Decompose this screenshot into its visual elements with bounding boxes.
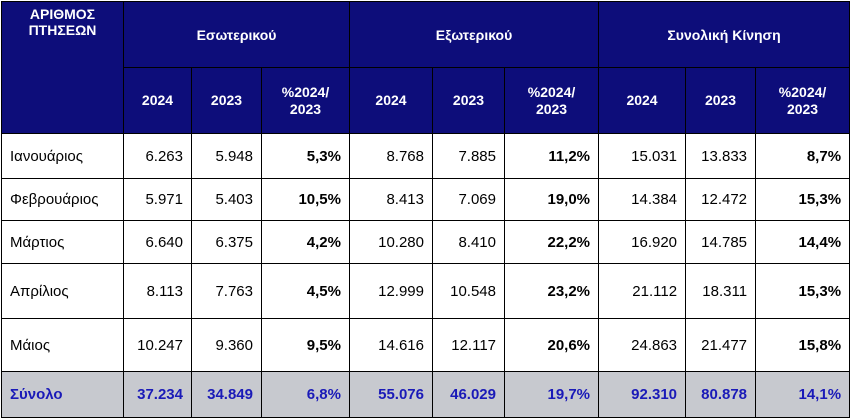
month-cell: Φεβρουάριος xyxy=(1,178,124,221)
sub-header-2024: 2024 xyxy=(123,67,192,134)
total-cell: 34.849 xyxy=(191,371,262,418)
sub-header-2024: 2024 xyxy=(598,67,687,134)
percent-cell: 10,5% xyxy=(261,178,350,221)
group-header-total: Συνολική Κίνηση xyxy=(598,1,850,68)
value-cell: 7.069 xyxy=(432,178,505,221)
sub-header-2023: 2023 xyxy=(432,67,505,134)
value-cell: 6.640 xyxy=(123,220,192,264)
table-row: Απρίλιος 8.113 7.763 4,5% 12.999 10.548 … xyxy=(1,263,850,319)
value-cell: 5.403 xyxy=(191,178,262,221)
value-cell: 8.768 xyxy=(349,133,433,179)
header-row-groups: ΑΡΙΘΜΟΣ ΠΤΗΣΕΩΝ Εσωτερικού Εξωτερικού Συ… xyxy=(1,1,850,134)
value-cell: 14.616 xyxy=(349,318,433,372)
total-percent-cell: 14,1% xyxy=(755,371,850,418)
percent-cell: 15,3% xyxy=(755,263,850,319)
total-cell: 55.076 xyxy=(349,371,433,418)
value-cell: 13.833 xyxy=(685,133,757,179)
total-cell: 37.234 xyxy=(123,371,192,418)
month-cell: Μάρτιος xyxy=(1,220,124,264)
total-cell: 46.029 xyxy=(432,371,505,418)
value-cell: 16.920 xyxy=(598,220,687,264)
value-cell: 15.031 xyxy=(598,133,687,179)
value-cell: 5.971 xyxy=(123,178,192,221)
value-cell: 10.247 xyxy=(123,318,192,372)
percent-cell: 11,2% xyxy=(503,133,600,179)
value-cell: 8.413 xyxy=(349,178,433,221)
value-cell: 10.548 xyxy=(432,263,505,319)
group-header-domestic: Εσωτερικού xyxy=(123,1,350,68)
sub-header-change: %2024/ 2023 xyxy=(503,67,600,134)
value-cell: 18.311 xyxy=(685,263,757,319)
value-cell: 6.375 xyxy=(191,220,262,264)
percent-cell: 23,2% xyxy=(503,263,600,319)
sub-header-change: %2024/ 2023 xyxy=(755,67,850,134)
sub-header-2023: 2023 xyxy=(685,67,757,134)
header-row-sub: 2024 2023 %2024/ 2023 2024 2023 %2024/ 2… xyxy=(2,67,850,134)
group-header-international: Εξωτερικού xyxy=(348,1,600,68)
value-cell: 8.113 xyxy=(123,263,192,319)
percent-cell: 15,8% xyxy=(755,318,850,372)
percent-cell: 14,4% xyxy=(755,220,850,264)
value-cell: 5.948 xyxy=(191,133,262,179)
table-row: Μάρτιος 6.640 6.375 4,2% 10.280 8.410 22… xyxy=(1,220,850,264)
percent-cell: 22,2% xyxy=(503,220,600,264)
total-row: Σύνολο 37.234 34.849 6,8% 55.076 46.029 … xyxy=(1,371,850,418)
value-cell: 24.863 xyxy=(598,318,687,372)
total-cell: 92.310 xyxy=(598,371,687,418)
table-row: Ιανουάριος 6.263 5.948 5,3% 8.768 7.885 … xyxy=(1,133,850,179)
percent-cell: 5,3% xyxy=(261,133,350,179)
corner-header: ΑΡΙΘΜΟΣ ΠΤΗΣΕΩΝ xyxy=(1,1,124,134)
month-cell: Απρίλιος xyxy=(1,263,124,319)
value-cell: 12.472 xyxy=(685,178,757,221)
value-cell: 9.360 xyxy=(191,318,262,372)
value-cell: 10.280 xyxy=(349,220,433,264)
total-percent-cell: 6,8% xyxy=(261,371,350,418)
month-cell: Ιανουάριος xyxy=(1,133,124,179)
value-cell: 7.763 xyxy=(191,263,262,319)
percent-cell: 4,2% xyxy=(261,220,350,264)
value-cell: 6.263 xyxy=(123,133,192,179)
sub-header-2024: 2024 xyxy=(349,67,433,134)
table-row: Φεβρουάριος 5.971 5.403 10,5% 8.413 7.06… xyxy=(1,178,850,221)
value-cell: 21.477 xyxy=(685,318,757,372)
percent-cell: 19,0% xyxy=(503,178,600,221)
percent-cell: 4,5% xyxy=(261,263,350,319)
table-row: Μάιος 10.247 9.360 9,5% 14.616 12.117 20… xyxy=(1,318,850,372)
total-cell: 80.878 xyxy=(685,371,757,418)
sub-header-2023: 2023 xyxy=(191,67,262,134)
percent-cell: 20,6% xyxy=(503,318,600,372)
value-cell: 21.112 xyxy=(598,263,687,319)
percent-cell: 15,3% xyxy=(755,178,850,221)
value-cell: 12.117 xyxy=(432,318,505,372)
percent-cell: 9,5% xyxy=(261,318,350,372)
sub-header-change: %2024/ 2023 xyxy=(261,67,350,134)
total-percent-cell: 19,7% xyxy=(503,371,600,418)
month-cell: Μάιος xyxy=(1,318,124,372)
value-cell: 12.999 xyxy=(349,263,433,319)
total-label: Σύνολο xyxy=(1,371,124,418)
value-cell: 14.785 xyxy=(685,220,757,264)
value-cell: 8.410 xyxy=(432,220,505,264)
value-cell: 7.885 xyxy=(432,133,505,179)
percent-cell: 8,7% xyxy=(755,133,850,179)
value-cell: 14.384 xyxy=(598,178,687,221)
